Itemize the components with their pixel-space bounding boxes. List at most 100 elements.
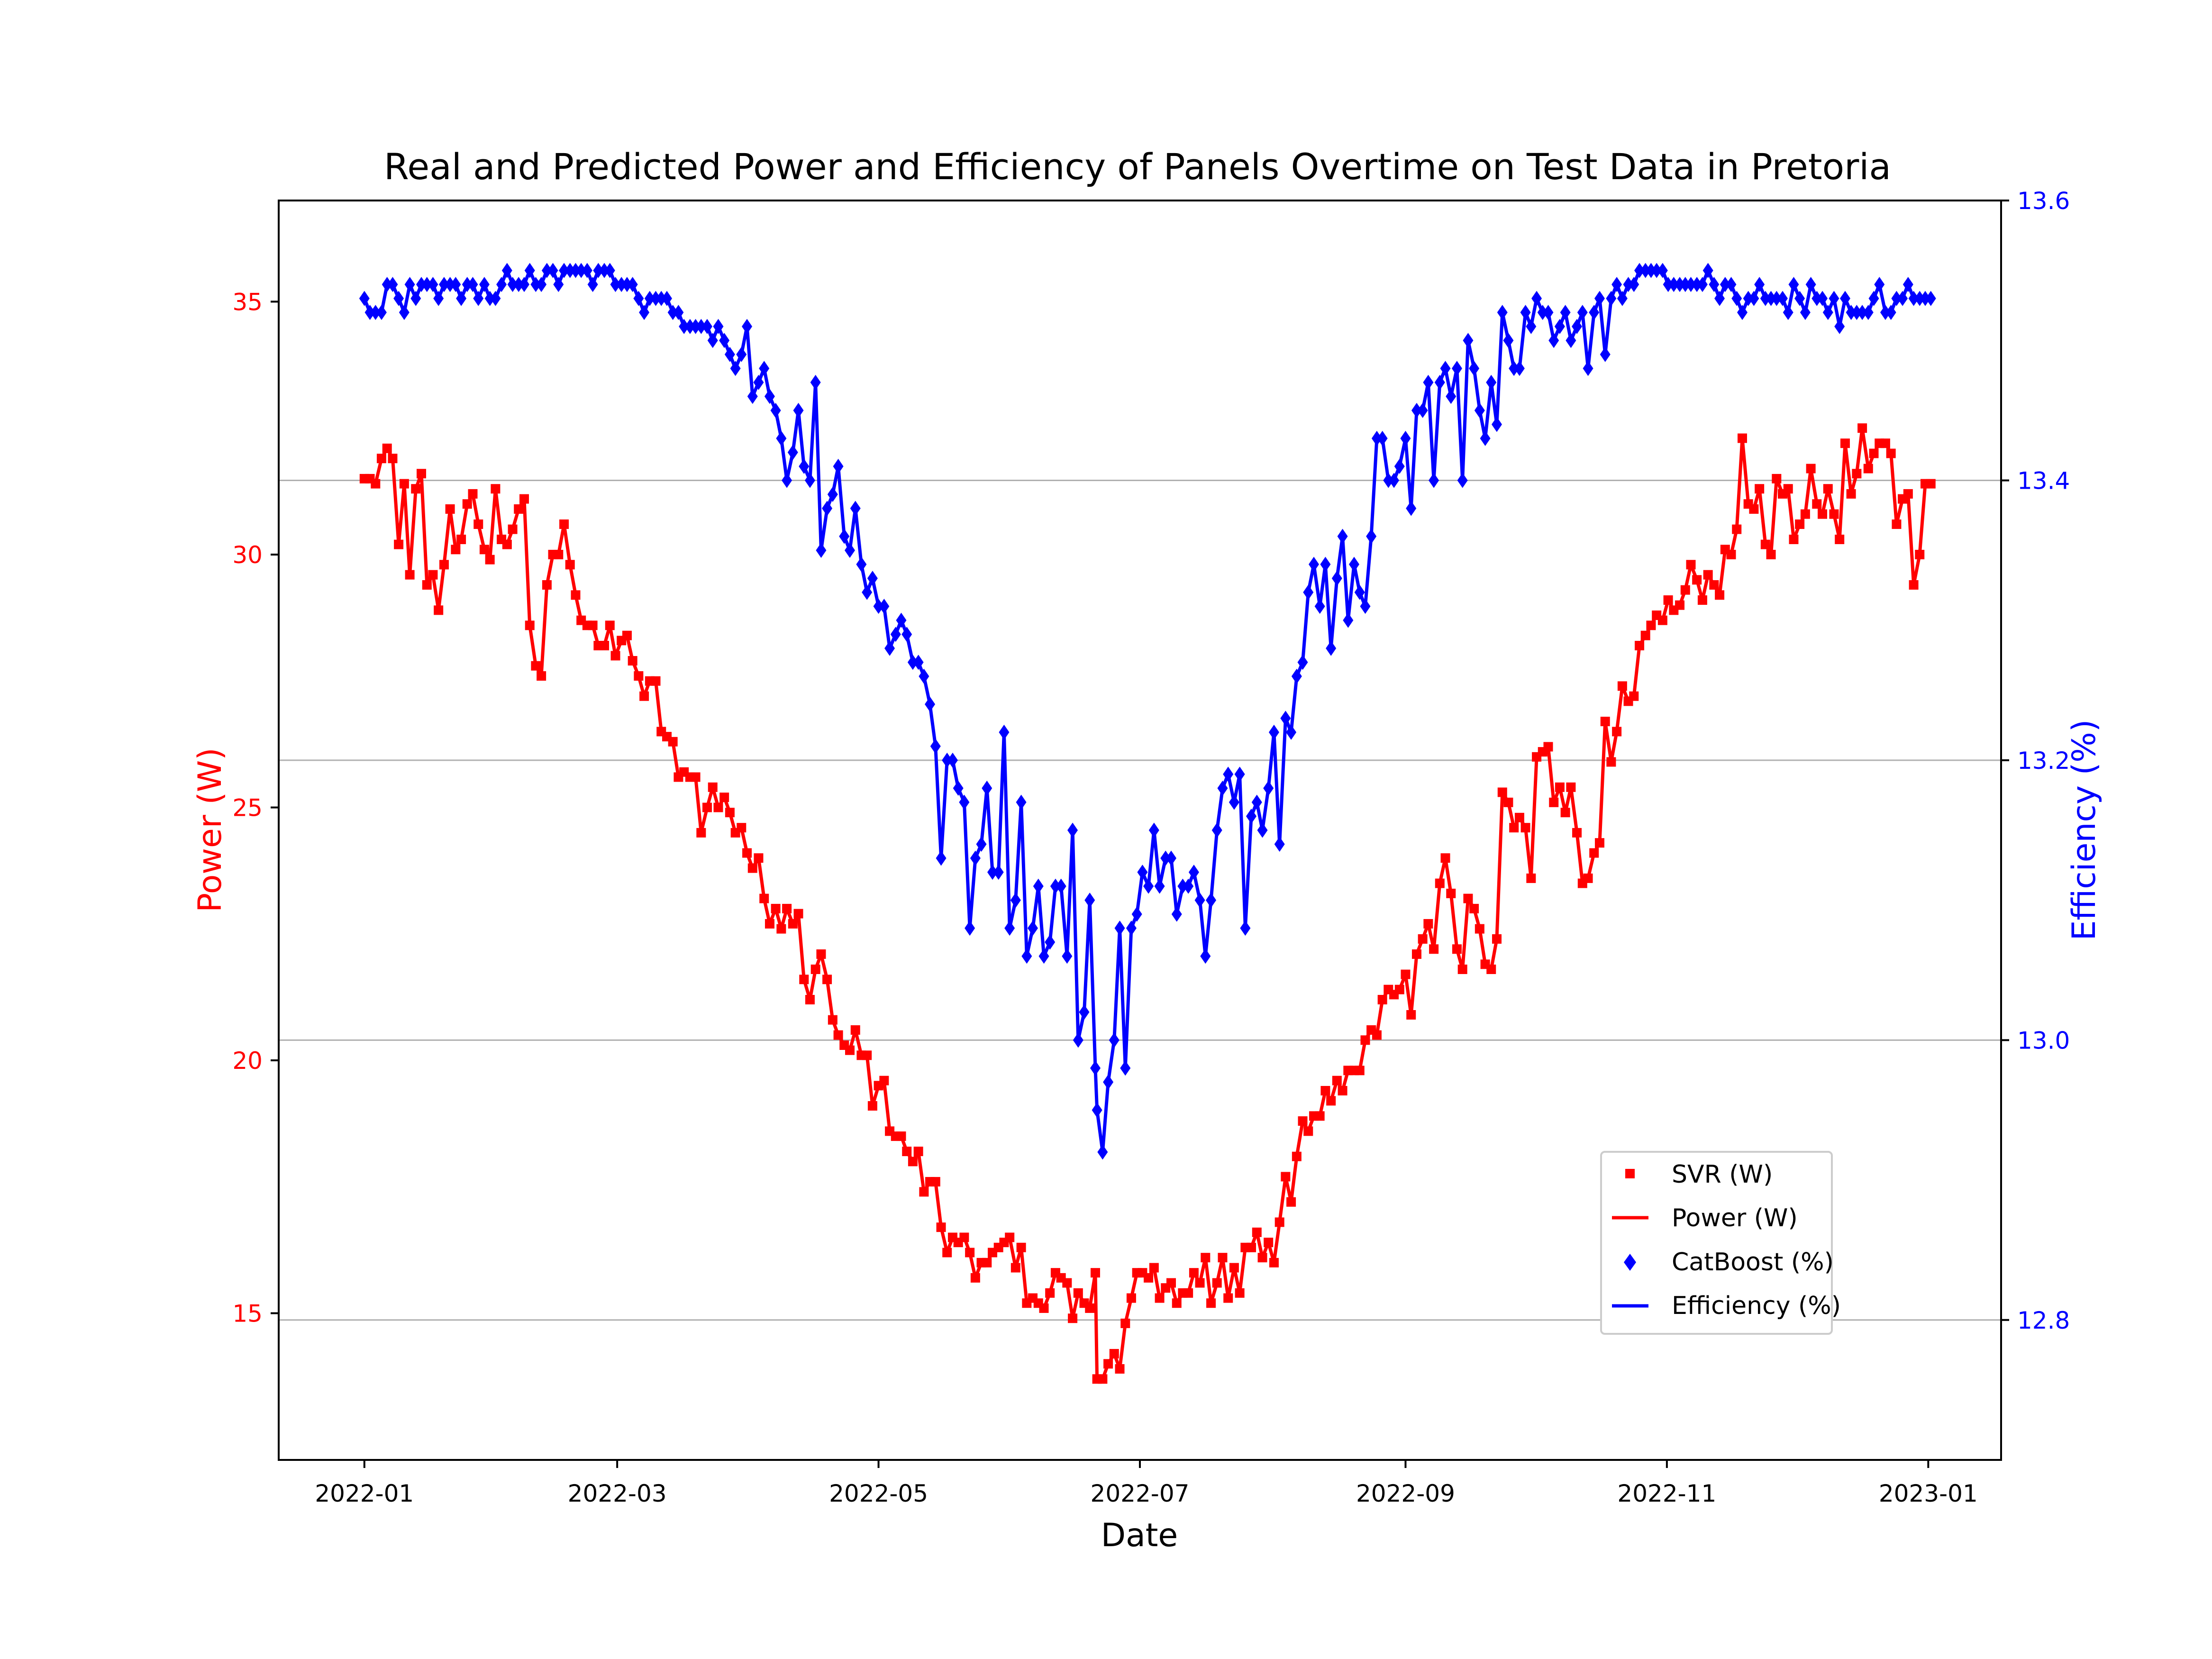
y-right-tick-label: 13.0 [2017, 1027, 2070, 1054]
catboost-point [438, 277, 449, 292]
catboost-point [936, 850, 947, 866]
svr-point [1423, 919, 1433, 929]
svr-point [908, 1157, 918, 1167]
svr-point [1252, 1227, 1262, 1237]
svr-point [639, 691, 649, 701]
catboost-point [1668, 277, 1679, 292]
catboost-point [1794, 291, 1805, 306]
catboost-point [633, 291, 644, 306]
svr-point [1509, 823, 1519, 833]
catboost-point [1084, 893, 1095, 908]
catboost-point [1726, 277, 1737, 292]
svr-point [1115, 1364, 1125, 1374]
svr-point [1846, 489, 1856, 499]
svr-point [600, 641, 610, 651]
x-axis: 2022-01 2022-03 2022-05 2022-07 2022-09 2022-… [315, 1460, 1978, 1507]
svr-point [1715, 590, 1725, 600]
catboost-point [1326, 640, 1337, 656]
catboost-point [1377, 430, 1388, 446]
catboost-point [1839, 291, 1850, 306]
svr-point [1016, 1242, 1026, 1252]
svr-point [1497, 787, 1507, 797]
y-left-tick-label: 15 [232, 1300, 263, 1328]
x-tick-label: 2022-01 [315, 1480, 414, 1507]
svr-point [1155, 1293, 1165, 1303]
svr-point [1326, 1096, 1336, 1106]
catboost-point [850, 501, 861, 516]
svr-point [765, 919, 774, 929]
svr-point [525, 620, 535, 630]
svr-point [519, 494, 529, 504]
svr-point [1594, 838, 1604, 848]
catboost-point [1188, 865, 1199, 880]
svr-point [771, 903, 781, 913]
catboost-point [1646, 263, 1657, 278]
svr-point [747, 863, 757, 873]
catboost-point [1640, 263, 1651, 278]
catboost-point [1451, 361, 1462, 376]
catboost-point [1114, 921, 1125, 936]
catboost-point [947, 752, 958, 768]
catboost-point [1291, 668, 1302, 684]
catboost-point [1731, 291, 1742, 306]
catboost-point [1371, 430, 1382, 446]
catboost-point [1891, 291, 1902, 306]
svr-point [1090, 1268, 1100, 1278]
catboost-point [1240, 921, 1251, 936]
svr-point [462, 499, 472, 509]
svr-point [1247, 1242, 1256, 1252]
catboost-point [1457, 473, 1468, 488]
x-tick-label: 2023-01 [1879, 1480, 1978, 1507]
svr-point [1749, 504, 1759, 514]
svr-point [1657, 615, 1667, 625]
catboost-point [707, 333, 718, 348]
catboost-point [1874, 277, 1885, 292]
svr-point [1212, 1278, 1222, 1288]
svr-point [439, 560, 449, 570]
catboost-point [1857, 305, 1868, 320]
catboost-point [450, 277, 461, 292]
svr-point [1863, 464, 1873, 474]
catboost-point [1908, 291, 1919, 306]
catboost-point [845, 543, 856, 558]
legend-catboost-marker [1624, 1254, 1636, 1271]
catboost-point [1137, 865, 1148, 880]
catboost-point [1274, 837, 1285, 852]
catboost-point [1394, 458, 1405, 474]
catboost-point [787, 445, 798, 460]
svr-point [1726, 549, 1736, 559]
catboost-point [524, 263, 535, 278]
svr-point [1126, 1293, 1136, 1303]
catboost-point [1617, 291, 1628, 306]
catboost-point [1223, 766, 1234, 782]
catboost-point [1217, 780, 1228, 796]
y-axis-right: 12.8 13.0 13.2 13.4 13.6 [2001, 187, 2070, 1334]
svr-point [622, 630, 632, 640]
y-left-tick-label: 35 [232, 288, 263, 316]
catboost-point [1811, 291, 1822, 306]
svr-point [1549, 797, 1559, 807]
catboost-point [1268, 724, 1279, 740]
catboost-point [930, 738, 941, 754]
svr-point [1823, 484, 1833, 494]
catboost-point [1537, 305, 1548, 320]
svr-point [1257, 1253, 1267, 1263]
svr-point [1269, 1258, 1279, 1267]
svr-point [1503, 797, 1513, 807]
catboost-point [1050, 878, 1061, 894]
svr-point [1475, 924, 1484, 934]
catboost-point [1263, 780, 1274, 796]
catboost-point [1143, 878, 1154, 894]
svr-point [1452, 944, 1462, 954]
svr-point [542, 580, 552, 590]
svr-point [919, 1187, 929, 1197]
catboost-point [1480, 430, 1491, 446]
catboost-point [1131, 906, 1142, 922]
svr-point [1394, 984, 1404, 994]
catboost-point [1200, 948, 1211, 964]
svr-point [1085, 1303, 1095, 1313]
y-left-tick-label: 30 [232, 541, 263, 569]
svr-point [382, 443, 392, 453]
catboost-point [684, 319, 695, 334]
svr-point [1600, 717, 1610, 727]
